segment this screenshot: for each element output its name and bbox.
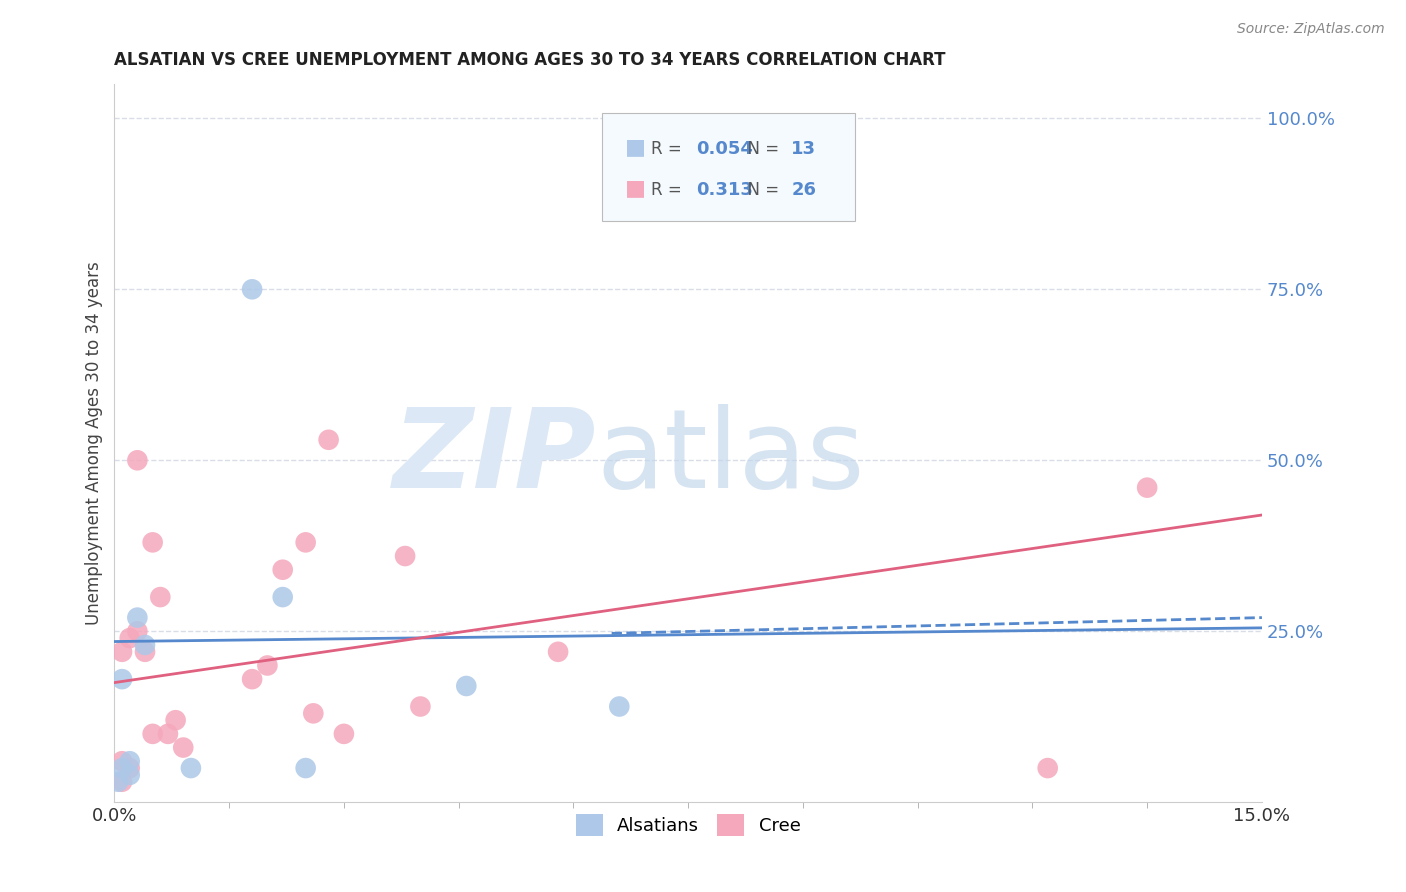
Point: [1136, 481, 1159, 495]
Text: Source: ZipAtlas.com: Source: ZipAtlas.com: [1237, 22, 1385, 37]
Point: [271, 563, 294, 577]
Text: 0.313: 0.313: [696, 181, 754, 199]
Point: [111, 774, 134, 789]
Y-axis label: Unemployment Among Ages 30 to 34 years: Unemployment Among Ages 30 to 34 years: [86, 261, 103, 625]
Point: [547, 645, 569, 659]
Point: [118, 631, 141, 645]
Point: [134, 638, 156, 652]
Point: [256, 658, 278, 673]
Text: R =: R =: [651, 140, 688, 158]
Point: [302, 706, 325, 721]
Point: [240, 672, 263, 686]
Point: [142, 727, 165, 741]
Point: [127, 453, 149, 467]
Point: [409, 699, 432, 714]
Point: [318, 433, 340, 447]
Point: [111, 645, 134, 659]
Point: [271, 590, 294, 604]
Text: ■: ■: [626, 137, 645, 157]
Point: [607, 699, 630, 714]
Point: [156, 727, 179, 741]
Point: [134, 645, 156, 659]
Point: [111, 754, 134, 768]
Point: [165, 713, 187, 727]
Text: ZIP: ZIP: [392, 404, 596, 511]
Point: [107, 774, 129, 789]
Point: [127, 624, 149, 639]
Text: ■: ■: [626, 178, 645, 198]
Point: [118, 754, 141, 768]
Point: [456, 679, 478, 693]
Point: [333, 727, 356, 741]
Point: [127, 610, 149, 624]
Point: [1036, 761, 1059, 775]
Text: 0.054: 0.054: [696, 140, 754, 158]
Text: N =: N =: [738, 181, 785, 199]
Legend: Alsatians, Cree: Alsatians, Cree: [568, 807, 808, 844]
Text: N =: N =: [738, 140, 785, 158]
Point: [111, 761, 134, 775]
Text: 13: 13: [792, 140, 817, 158]
Point: [240, 282, 263, 296]
Point: [118, 768, 141, 782]
FancyBboxPatch shape: [602, 113, 855, 220]
Point: [394, 549, 416, 563]
Point: [180, 761, 202, 775]
Point: [149, 590, 172, 604]
Text: atlas: atlas: [596, 404, 865, 511]
Point: [111, 672, 134, 686]
Point: [118, 761, 141, 775]
Point: [294, 761, 316, 775]
Text: 26: 26: [792, 181, 817, 199]
Text: ALSATIAN VS CREE UNEMPLOYMENT AMONG AGES 30 TO 34 YEARS CORRELATION CHART: ALSATIAN VS CREE UNEMPLOYMENT AMONG AGES…: [114, 51, 946, 69]
Point: [142, 535, 165, 549]
Point: [294, 535, 316, 549]
Text: R =: R =: [651, 181, 688, 199]
Point: [172, 740, 194, 755]
